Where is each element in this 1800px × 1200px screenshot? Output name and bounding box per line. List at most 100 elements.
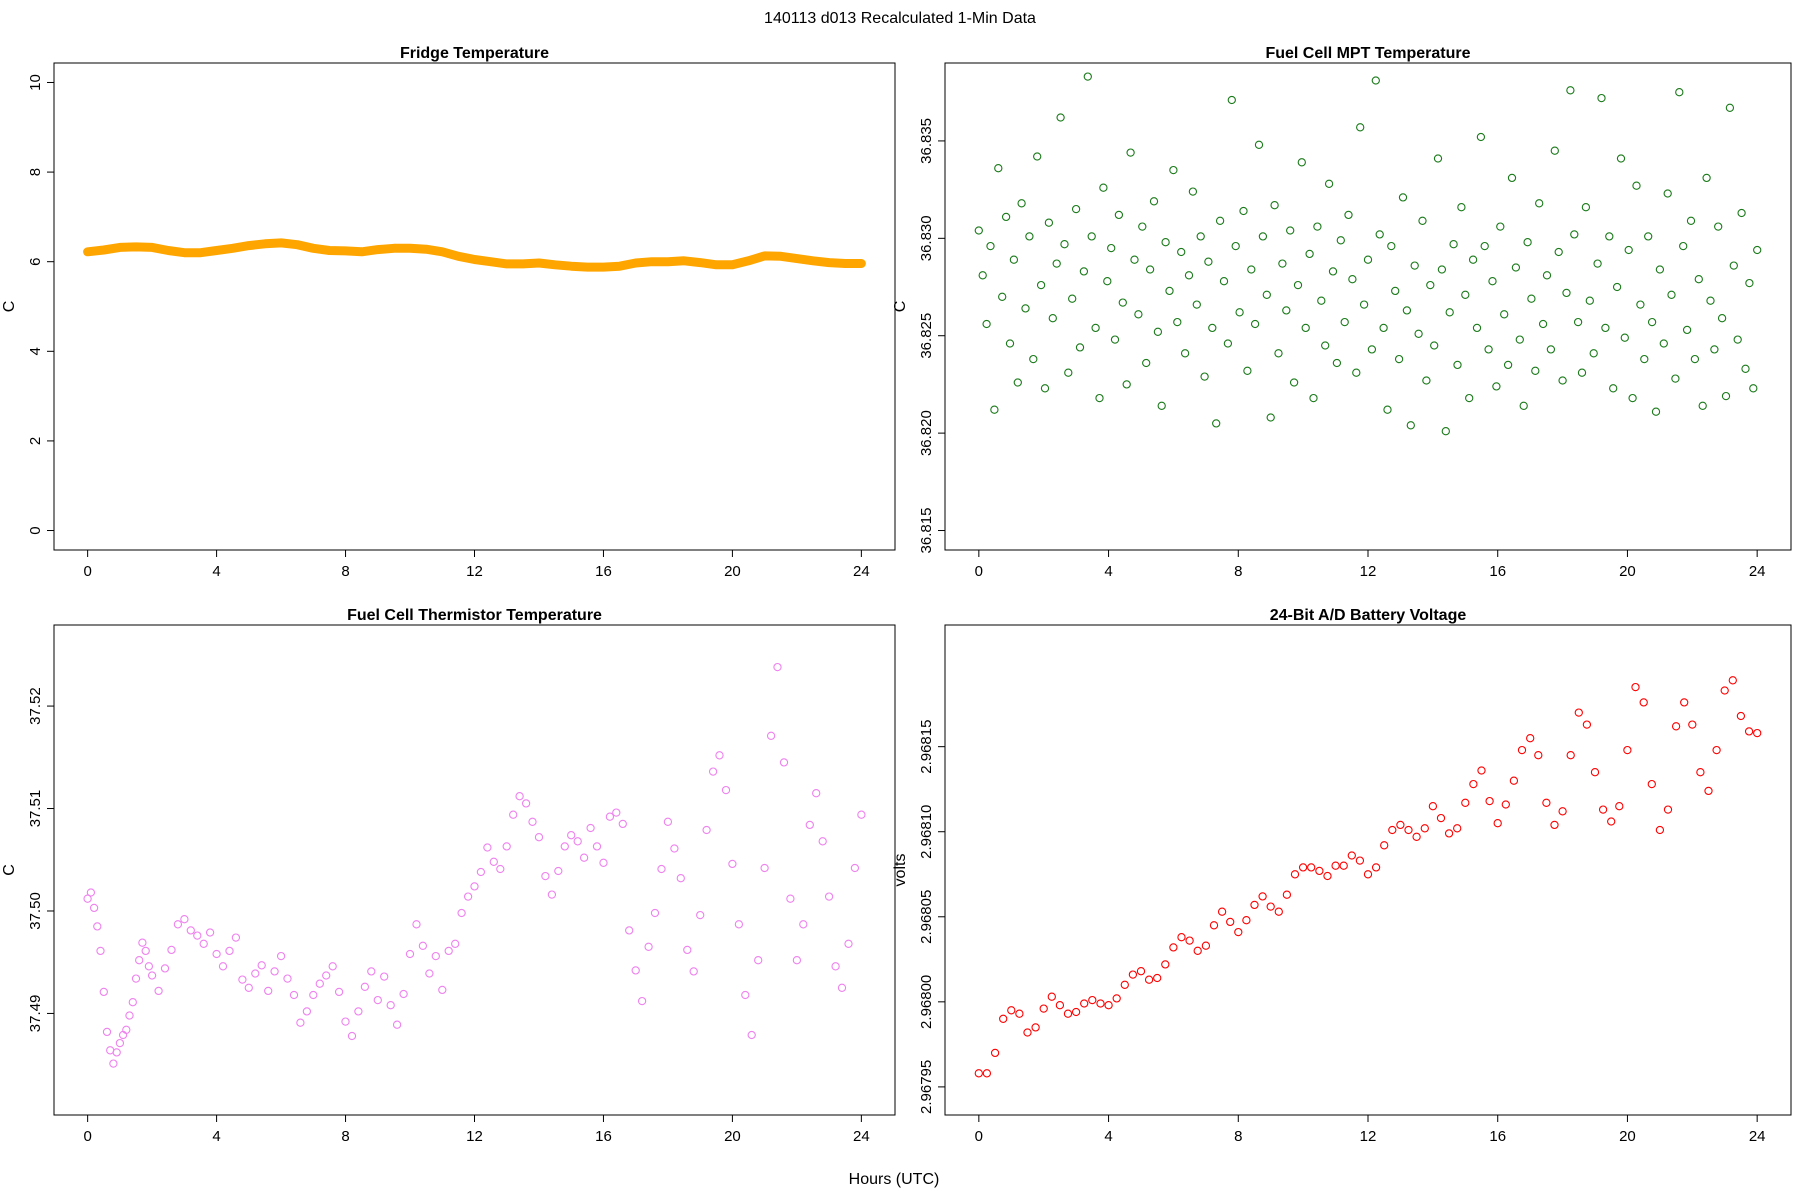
mpt-point bbox=[1223, 339, 1233, 348]
thermistor-point bbox=[670, 844, 679, 853]
battery-point bbox=[1517, 745, 1527, 755]
thermistor-point bbox=[160, 964, 170, 973]
mpt-point bbox=[1247, 265, 1256, 274]
mpt-point bbox=[1515, 335, 1524, 344]
thermistor-point bbox=[205, 928, 215, 937]
mpt-point bbox=[1542, 271, 1552, 280]
mpt-point bbox=[1484, 345, 1493, 354]
battery-point bbox=[1355, 856, 1365, 865]
mpt-point bbox=[1200, 372, 1209, 381]
mpt-point bbox=[1472, 323, 1482, 333]
battery-point bbox=[1290, 870, 1300, 879]
thermistor-point bbox=[386, 1001, 395, 1010]
mpt-point bbox=[1204, 257, 1213, 266]
mpt-point bbox=[1612, 282, 1622, 292]
thermistor-point bbox=[96, 946, 105, 956]
mpt-point bbox=[1001, 212, 1011, 222]
mpt-point bbox=[1725, 103, 1735, 112]
battery-point bbox=[1234, 927, 1243, 937]
battery-point bbox=[1736, 711, 1746, 721]
battery-point bbox=[1177, 933, 1186, 942]
battery-point bbox=[1136, 967, 1146, 976]
thermistor-point bbox=[637, 996, 647, 1006]
mpt-point bbox=[1737, 208, 1746, 218]
mpt-point bbox=[1344, 210, 1353, 220]
thermistor-point bbox=[354, 1007, 363, 1016]
thermistor-xtick-label: 24 bbox=[853, 1128, 870, 1145]
thermistor-point bbox=[296, 1018, 305, 1027]
mpt-ytick-label: 36.835 bbox=[918, 118, 935, 164]
mpt-xtick-label: 20 bbox=[1619, 563, 1636, 580]
thermistor-point bbox=[144, 962, 154, 971]
mpt-point bbox=[1717, 314, 1727, 323]
fridge-series-line bbox=[83, 238, 866, 272]
battery-point bbox=[1047, 992, 1056, 1001]
battery-point bbox=[1282, 890, 1292, 899]
mpt-point bbox=[1309, 393, 1318, 403]
battery-point bbox=[1266, 902, 1275, 911]
thermistor-point bbox=[83, 894, 92, 903]
mpt-point bbox=[1714, 222, 1723, 231]
thermistor-point bbox=[451, 939, 460, 948]
thermistor-point bbox=[444, 946, 453, 956]
mpt-point bbox=[1243, 366, 1252, 375]
mpt-point bbox=[1118, 298, 1127, 307]
thermistor-point bbox=[122, 1025, 131, 1034]
thermistor-point bbox=[425, 969, 434, 978]
battery-point bbox=[974, 1069, 983, 1078]
mpt-point bbox=[1593, 259, 1602, 268]
thermistor-point bbox=[173, 920, 183, 929]
mpt-point bbox=[1009, 255, 1019, 264]
fridge-xtick-label: 24 bbox=[853, 563, 870, 580]
mpt-point bbox=[1379, 323, 1388, 333]
thermistor-point bbox=[167, 945, 176, 955]
mpt-point bbox=[1142, 358, 1151, 368]
mpt-point bbox=[994, 164, 1003, 173]
battery-point bbox=[1096, 999, 1105, 1008]
battery-point bbox=[1671, 722, 1681, 731]
battery-point bbox=[1071, 1007, 1081, 1017]
battery-point bbox=[1590, 768, 1600, 777]
thermistor-panel: Fuel Cell Thermistor Temperature C 0 4 8 12 16… bbox=[1, 607, 896, 1145]
battery-point bbox=[1331, 861, 1340, 870]
thermistor-point bbox=[257, 961, 266, 970]
battery-xtick-label: 12 bbox=[1360, 1128, 1377, 1145]
battery-point bbox=[990, 1048, 1000, 1058]
battery-point bbox=[1639, 698, 1648, 707]
mpt-point bbox=[1671, 374, 1680, 383]
thermistor-point bbox=[521, 799, 531, 808]
mpt-point bbox=[1398, 193, 1408, 202]
battery-point bbox=[1615, 802, 1624, 811]
mpt-point bbox=[1317, 296, 1326, 305]
mpt-point bbox=[974, 226, 983, 235]
battery-point bbox=[1063, 1009, 1073, 1018]
thermistor-point bbox=[696, 910, 705, 920]
battery-point bbox=[1477, 766, 1486, 775]
battery-point bbox=[1534, 751, 1543, 760]
battery-point bbox=[1461, 798, 1470, 807]
thermistor-point bbox=[721, 785, 731, 795]
mpt-point bbox=[1033, 152, 1042, 161]
mpt-point bbox=[1157, 401, 1166, 410]
thermistor-point bbox=[438, 985, 447, 995]
battery-point bbox=[1250, 900, 1259, 910]
battery-point bbox=[1744, 727, 1754, 736]
thermistor-point bbox=[489, 857, 498, 866]
figure-xlabel: Hours (UTC) bbox=[849, 1171, 940, 1188]
battery-xtick-label: 20 bbox=[1619, 1128, 1636, 1145]
mpt-point bbox=[1336, 236, 1345, 245]
battery-point bbox=[1623, 745, 1632, 755]
mpt-point bbox=[1196, 232, 1205, 241]
mpt-point bbox=[1025, 232, 1034, 241]
mpt-point bbox=[1044, 218, 1054, 227]
mpt-point bbox=[1114, 210, 1124, 220]
battery-point bbox=[1728, 676, 1737, 685]
mpt-point bbox=[1391, 286, 1400, 296]
mpt-point bbox=[1550, 146, 1559, 155]
mpt-point bbox=[1297, 158, 1306, 167]
thermistor-point bbox=[734, 920, 744, 929]
mpt-point bbox=[1095, 393, 1104, 403]
battery-xtick-label: 4 bbox=[1104, 1128, 1112, 1145]
mpt-point bbox=[1753, 245, 1762, 255]
